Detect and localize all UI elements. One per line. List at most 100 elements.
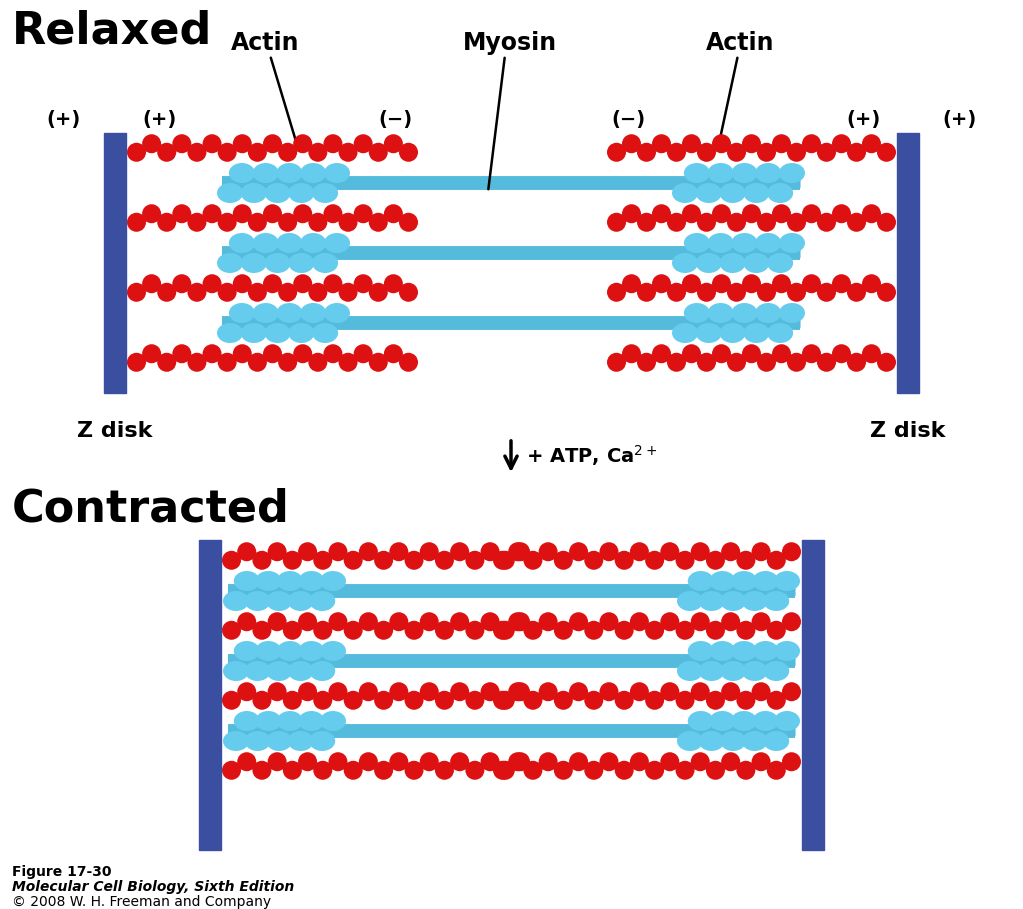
Ellipse shape — [266, 661, 293, 681]
Circle shape — [637, 213, 656, 232]
Circle shape — [727, 353, 746, 372]
Text: (+): (+) — [143, 111, 177, 129]
Ellipse shape — [288, 183, 314, 203]
Circle shape — [354, 135, 372, 154]
Ellipse shape — [753, 641, 779, 661]
Circle shape — [328, 753, 348, 771]
Circle shape — [512, 543, 530, 561]
Circle shape — [237, 543, 256, 561]
Circle shape — [615, 691, 633, 710]
Ellipse shape — [744, 253, 769, 273]
Circle shape — [465, 551, 484, 570]
Circle shape — [419, 753, 439, 771]
Circle shape — [298, 683, 317, 701]
Circle shape — [203, 135, 222, 154]
Ellipse shape — [672, 323, 698, 343]
Ellipse shape — [288, 253, 314, 273]
Circle shape — [584, 761, 604, 780]
Circle shape — [646, 761, 664, 780]
Circle shape — [237, 753, 256, 771]
Circle shape — [847, 213, 866, 232]
Circle shape — [172, 275, 191, 294]
Circle shape — [374, 551, 393, 570]
Circle shape — [496, 691, 515, 710]
Circle shape — [359, 613, 377, 631]
Circle shape — [390, 683, 408, 701]
Circle shape — [344, 761, 363, 780]
Circle shape — [727, 213, 746, 232]
Circle shape — [127, 353, 146, 372]
Ellipse shape — [276, 163, 303, 183]
Circle shape — [630, 543, 649, 561]
Ellipse shape — [744, 323, 769, 343]
Circle shape — [339, 353, 358, 372]
Ellipse shape — [779, 303, 805, 323]
Circle shape — [278, 283, 297, 302]
Circle shape — [313, 621, 332, 640]
Ellipse shape — [774, 571, 800, 591]
Circle shape — [172, 345, 191, 364]
Circle shape — [691, 753, 710, 771]
Circle shape — [622, 275, 641, 294]
Text: Contracted: Contracted — [12, 487, 290, 530]
Text: Z disk: Z disk — [871, 421, 945, 441]
Circle shape — [308, 143, 327, 162]
Circle shape — [832, 135, 851, 154]
Circle shape — [248, 213, 267, 232]
Circle shape — [660, 683, 679, 701]
Circle shape — [493, 551, 512, 570]
Ellipse shape — [684, 163, 710, 183]
Circle shape — [599, 543, 619, 561]
Ellipse shape — [709, 711, 736, 731]
Ellipse shape — [229, 163, 255, 183]
Ellipse shape — [240, 183, 267, 203]
Circle shape — [691, 543, 710, 561]
Circle shape — [282, 551, 302, 570]
Ellipse shape — [265, 183, 291, 203]
Circle shape — [222, 551, 241, 570]
Circle shape — [465, 761, 484, 780]
Ellipse shape — [731, 303, 757, 323]
Circle shape — [172, 135, 191, 154]
Circle shape — [233, 135, 252, 154]
Ellipse shape — [244, 591, 270, 611]
Circle shape — [323, 275, 343, 294]
Circle shape — [399, 353, 418, 372]
Circle shape — [782, 753, 801, 771]
Circle shape — [767, 691, 786, 710]
Ellipse shape — [677, 731, 703, 751]
Ellipse shape — [767, 253, 793, 273]
Circle shape — [328, 543, 348, 561]
Circle shape — [667, 283, 686, 302]
Circle shape — [832, 205, 851, 224]
Circle shape — [512, 753, 530, 771]
Circle shape — [802, 135, 821, 154]
Circle shape — [294, 275, 312, 294]
Circle shape — [450, 543, 470, 561]
Circle shape — [384, 205, 403, 224]
Ellipse shape — [277, 571, 303, 591]
Ellipse shape — [696, 323, 722, 343]
Ellipse shape — [300, 233, 326, 253]
Circle shape — [253, 761, 271, 780]
Circle shape — [384, 135, 403, 154]
Ellipse shape — [234, 711, 260, 731]
Bar — [897, 133, 919, 393]
Circle shape — [399, 283, 418, 302]
Circle shape — [142, 135, 161, 154]
Circle shape — [374, 761, 393, 780]
Circle shape — [630, 613, 649, 631]
Circle shape — [584, 621, 604, 640]
Circle shape — [553, 761, 573, 780]
Circle shape — [253, 621, 271, 640]
Circle shape — [294, 205, 312, 224]
Circle shape — [158, 283, 176, 302]
Circle shape — [757, 353, 776, 372]
Circle shape — [384, 275, 403, 294]
Ellipse shape — [253, 163, 278, 183]
Circle shape — [772, 275, 791, 294]
Circle shape — [278, 353, 297, 372]
Ellipse shape — [223, 591, 249, 611]
Circle shape — [637, 353, 656, 372]
Circle shape — [539, 543, 558, 561]
